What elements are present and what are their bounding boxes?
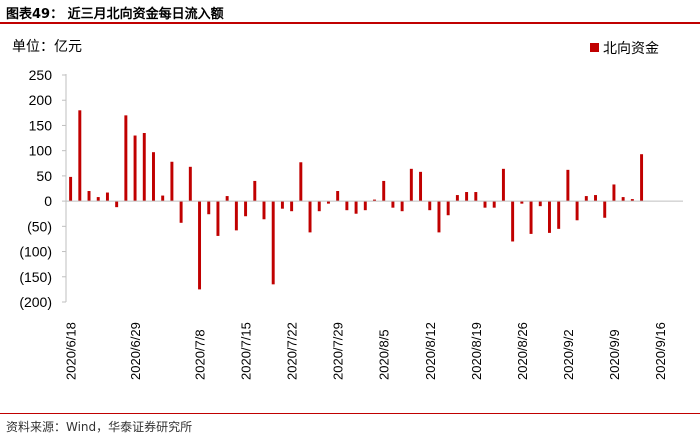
bar-2020/7/13 <box>216 201 220 236</box>
bar-2020/8/19 <box>465 192 469 202</box>
y-tick-label: 50 <box>36 168 52 184</box>
y-tick-label: (50) <box>27 218 52 234</box>
x-tick-label: 2020/7/15 <box>239 322 254 380</box>
x-tick-label: 2020/6/29 <box>128 322 143 380</box>
bar-2020/7/9 <box>198 201 202 290</box>
bar-2020/6/23 <box>96 197 100 202</box>
legend: 北向资金 <box>590 38 659 58</box>
bar-2020/7/20 <box>262 201 266 220</box>
bar-chart: 250 200 150 100 50 0 (50) (100) (150) (200) 2020/… <box>19 67 683 380</box>
bar-2020/9/15 <box>640 154 644 202</box>
y-tick-label: 0 <box>44 193 52 209</box>
bar-2020/8/12 <box>419 171 423 202</box>
bar-2020/9/7 <box>584 196 588 202</box>
bar-2020/8/13 <box>428 201 432 211</box>
bar-2020/6/22 <box>87 191 91 202</box>
bars-group <box>69 110 644 290</box>
x-tick-labels: 2020/6/18 2020/6/29 2020/7/8 2020/7/15 2020/… <box>64 322 668 380</box>
x-tick-label: 2020/7/22 <box>285 322 300 380</box>
bar-2020/6/18 <box>69 176 73 202</box>
bar-2020/7/22 <box>280 201 284 209</box>
bar-2020/8/14 <box>437 201 441 233</box>
bar-2020/8/27 <box>520 201 524 204</box>
title-rule <box>0 22 700 24</box>
legend-swatch <box>590 43 599 52</box>
bar-2020/8/20 <box>474 192 478 202</box>
bar-2020/7/21 <box>271 201 275 285</box>
bar-2020/9/3 <box>566 169 570 202</box>
bar-2020/6/30 <box>133 135 137 202</box>
bar-2020/8/7 <box>391 201 395 208</box>
bar-2020/7/27 <box>308 201 312 233</box>
legend-label: 北向资金 <box>603 41 659 57</box>
y-tick-label: (150) <box>19 269 52 285</box>
bar-2020/8/24 <box>492 201 496 208</box>
bar-2020/8/10 <box>400 201 404 212</box>
unit-label: 单位：亿元 <box>12 39 82 55</box>
bar-2020/9/1 <box>548 201 551 233</box>
x-tick-label: 2020/8/26 <box>515 322 530 380</box>
bar-2020/8/21 <box>483 201 487 208</box>
y-tick-labels: 250 200 150 100 50 0 (50) (100) (150) (200) <box>19 67 52 310</box>
bar-2020/6/19 <box>78 110 82 202</box>
bar-2020/7/2 <box>152 152 155 202</box>
bar-2020/8/11 <box>409 168 413 202</box>
bar-2020/7/3 <box>161 195 165 202</box>
bar-2020/8/26 <box>511 201 515 242</box>
bar-2020/9/14 <box>630 199 634 202</box>
x-tick-label: 2020/7/8 <box>193 329 208 380</box>
bar-2020/7/23 <box>290 201 294 212</box>
bar-2020/7/16 <box>244 201 248 217</box>
bar-2020/7/28 <box>317 201 321 212</box>
bar-2020/9/10 <box>612 184 616 202</box>
bar-2020/6/26 <box>115 201 119 208</box>
bar-2020/8/17 <box>446 201 450 216</box>
bar-2020/8/6 <box>382 180 386 202</box>
bar-2020/8/5 <box>373 199 376 202</box>
bar-2020/7/8 <box>188 166 192 202</box>
bar-2020/7/31 <box>345 201 349 211</box>
x-tick-label: 2020/8/12 <box>423 322 438 380</box>
figure-title: 图表49： 近三月北向资金每日流入额 <box>6 7 224 22</box>
y-tick-label: 200 <box>29 92 53 108</box>
y-tick-label: (200) <box>19 294 52 310</box>
x-tick-label: 2020/6/18 <box>64 322 79 380</box>
bottom-rule <box>0 413 700 414</box>
source-note: 资料来源：Wind，华泰证券研究所 <box>6 420 193 434</box>
bar-2020/8/3 <box>354 201 358 214</box>
bar-2020/8/31 <box>538 201 542 207</box>
bar-2020/9/11 <box>621 197 625 202</box>
bar-2020/6/29 <box>124 115 128 202</box>
bar-2020/9/4 <box>575 201 579 221</box>
y-tick-label: (100) <box>19 244 52 260</box>
bar-2020/8/4 <box>363 201 367 211</box>
bar-2020/7/17 <box>253 180 257 202</box>
bar-2020/6/24 <box>105 192 109 202</box>
bar-2020/9/9 <box>603 201 607 218</box>
bar-2020/7/14 <box>225 196 229 202</box>
bar-2020/7/6 <box>170 161 174 202</box>
bar-2020/7/1 <box>142 133 146 202</box>
bar-2020/7/30 <box>336 191 340 202</box>
bar-2020/7/7 <box>179 201 183 223</box>
bar-2020/8/25 <box>501 168 505 202</box>
bar-2020/9/2 <box>557 201 561 229</box>
y-tick-label: 150 <box>29 117 53 133</box>
bar-2020/8/18 <box>455 195 459 202</box>
x-tick-label: 2020/8/19 <box>469 322 484 380</box>
y-tick-label: 250 <box>29 67 53 83</box>
bar-2020/7/29 <box>326 201 330 204</box>
x-tick-label: 2020/8/5 <box>377 329 392 380</box>
x-tick-label: 2020/9/9 <box>607 329 622 380</box>
y-tick-label: 100 <box>29 143 53 159</box>
x-tick-label: 2020/9/16 <box>653 322 668 380</box>
axes-group <box>62 74 683 303</box>
x-tick-label: 2020/9/2 <box>561 329 576 380</box>
bar-2020/7/10 <box>207 201 211 215</box>
bar-2020/7/24 <box>299 162 303 202</box>
x-tick-label: 2020/7/29 <box>331 322 346 380</box>
bar-2020/9/8 <box>594 195 597 202</box>
bar-2020/7/15 <box>234 201 238 231</box>
bar-2020/8/28 <box>529 201 533 234</box>
